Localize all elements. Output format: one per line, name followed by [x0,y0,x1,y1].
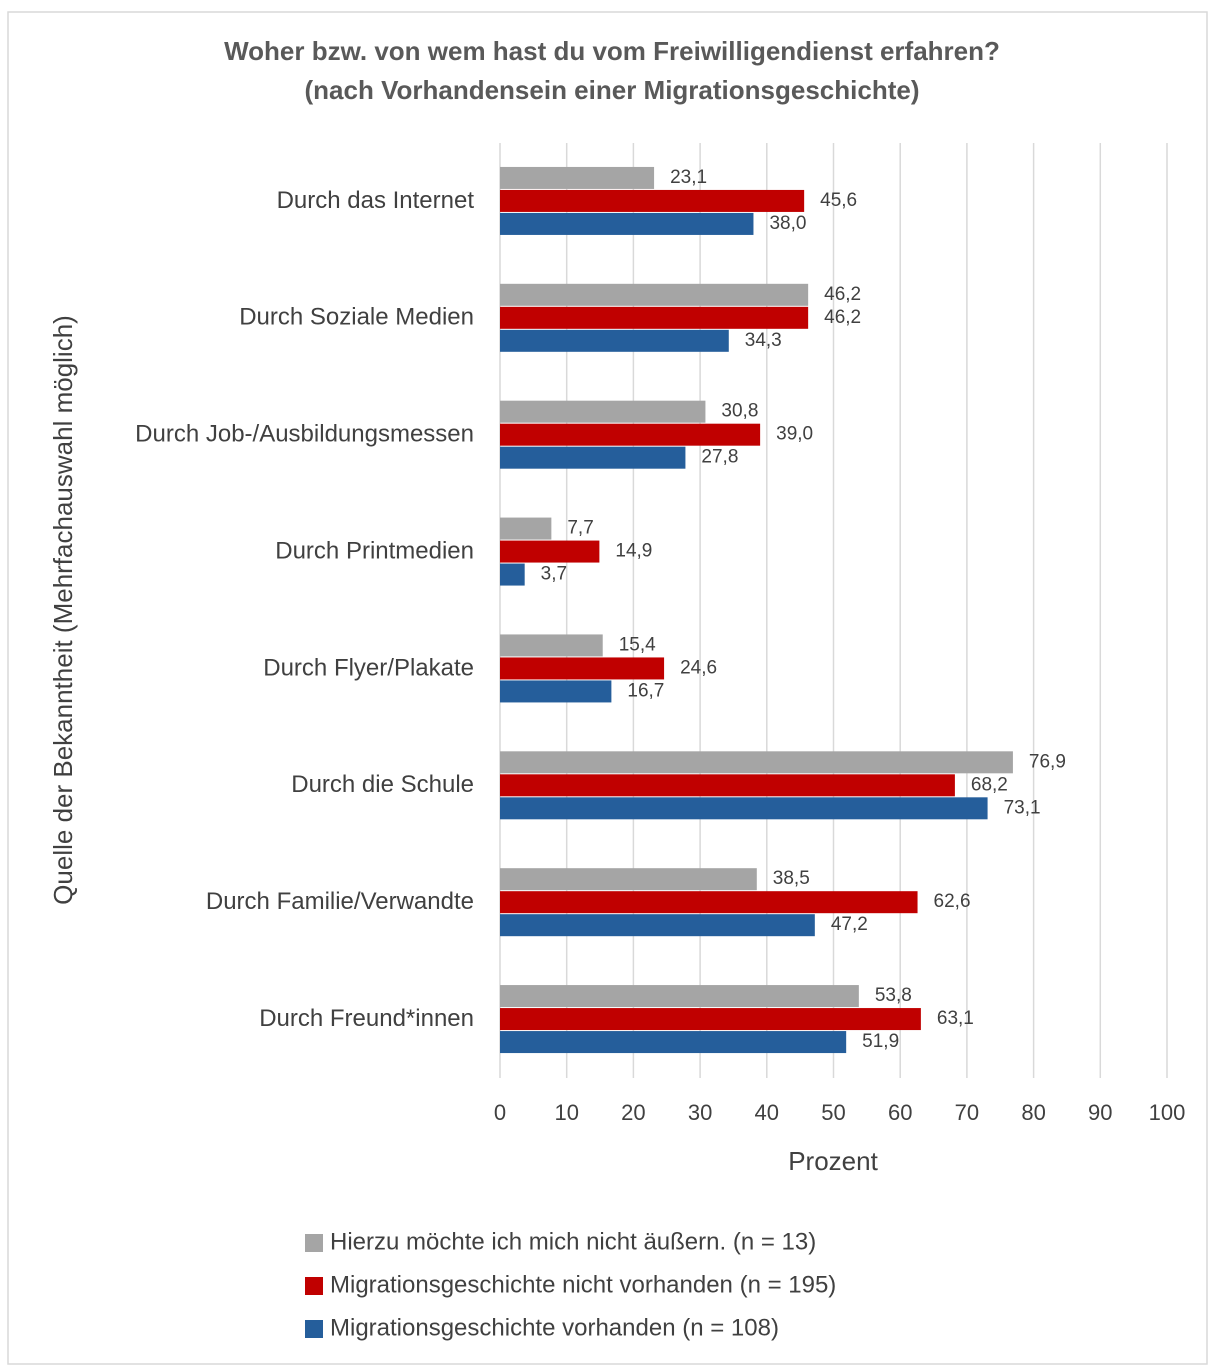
x-tick-label: 0 [494,1100,506,1125]
chart-subtitle: (nach Vorhandensein einer Migrationsgesc… [305,75,920,105]
bar [500,212,754,235]
y-tick-label: Durch die Schule [291,771,474,798]
x-tick-label: 90 [1088,1100,1112,1125]
chart-title: Woher bzw. von wem hast du vom Freiwilli… [224,36,1000,66]
y-tick-label: Durch Soziale Medien [239,304,474,331]
bar [500,1031,847,1054]
bar [500,657,665,680]
bar [500,306,809,329]
bar [500,423,761,446]
data-label: 38,5 [773,868,810,889]
data-label: 15,4 [619,634,656,655]
bar [500,517,552,540]
bar [500,540,600,563]
x-tick-label: 40 [755,1100,779,1125]
bar [500,680,612,703]
data-label: 73,1 [1004,797,1041,818]
data-label: 45,6 [820,190,857,211]
legend-swatch [305,1277,323,1295]
bar [500,166,655,189]
legend-swatch [305,1320,323,1338]
data-label: 16,7 [627,680,664,701]
bar [500,563,525,586]
bar [500,891,918,914]
data-label: 30,8 [721,401,758,422]
data-label: 24,6 [680,657,717,678]
y-tick-label: Durch Flyer/Plakate [263,654,474,681]
bar [500,774,955,797]
data-label: 53,8 [875,985,912,1006]
x-tick-label: 50 [821,1100,845,1125]
bar [500,1008,921,1031]
data-label: 14,9 [615,541,652,562]
data-label: 46,2 [824,284,861,305]
data-label: 63,1 [937,1008,974,1029]
data-label: 34,3 [745,330,782,351]
x-tick-label: 100 [1149,1100,1186,1125]
bar [500,751,1013,774]
x-axis-label: Prozent [788,1146,878,1176]
legend-label: Hierzu möchte ich mich nicht äußern. (n … [330,1228,816,1255]
data-label: 47,2 [831,914,868,935]
data-label: 23,1 [670,167,707,188]
bar [500,868,757,891]
y-tick-label: Durch Printmedien [275,537,474,564]
legend-swatch [305,1234,323,1252]
bar [500,634,603,657]
data-label: 51,9 [862,1031,899,1052]
data-label: 62,6 [934,891,971,912]
y-axis-label: Quelle der Bekanntheit (Mehrfachauswahl … [48,315,78,905]
y-tick-label: Durch das Internet [277,187,475,214]
x-tick-label: 30 [688,1100,712,1125]
bar [500,400,706,423]
x-tick-label: 10 [554,1100,578,1125]
data-label: 7,7 [567,518,593,539]
y-tick-label: Durch Job-/Ausbildungsmessen [135,421,474,448]
data-label: 39,0 [776,424,813,445]
y-tick-label: Durch Familie/Verwandte [206,888,474,915]
bar [500,329,729,352]
data-label: 68,2 [971,774,1008,795]
bar [500,283,809,306]
bar [500,985,859,1008]
legend-label: Migrationsgeschichte vorhanden (n = 108) [330,1314,779,1341]
data-label: 76,9 [1029,751,1066,772]
x-tick-label: 60 [888,1100,912,1125]
bar [500,189,805,212]
data-label: 3,7 [541,564,567,585]
x-tick-label: 70 [955,1100,979,1125]
bar [500,446,686,469]
legend-label: Migrationsgeschichte nicht vorhanden (n … [330,1271,836,1298]
y-tick-label: Durch Freund*innen [259,1005,474,1032]
bar [500,797,988,820]
bar [500,914,815,937]
data-label: 27,8 [701,447,738,468]
data-label: 46,2 [824,307,861,328]
x-tick-label: 80 [1021,1100,1045,1125]
data-label: 38,0 [769,213,806,234]
x-tick-label: 20 [621,1100,645,1125]
